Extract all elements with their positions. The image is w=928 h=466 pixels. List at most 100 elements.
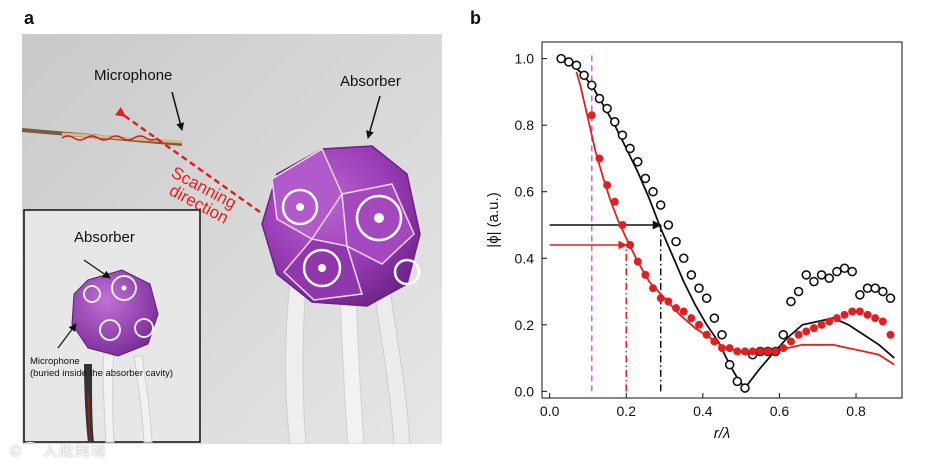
red-marker — [771, 347, 780, 356]
black-marker — [778, 329, 789, 340]
black-marker — [816, 270, 827, 280]
x-tick-label: 0.0 — [540, 403, 560, 419]
plot-frame — [541, 41, 903, 399]
black-marker — [609, 117, 620, 127]
black-marker — [793, 286, 804, 297]
panel-b-chart: 0.0 0.2 0.4 0.6 0.8 0.0 0.2 0.4 0.6 0.8 1.0 r/λ |ϕ… — [470, 10, 920, 460]
red-marker — [672, 304, 681, 313]
red-marker — [871, 314, 880, 323]
scanning-arrow — [115, 107, 261, 214]
black-marker — [678, 253, 689, 264]
black-marker — [717, 329, 727, 340]
black-marker — [648, 186, 658, 197]
red-marker — [794, 330, 803, 339]
red-marker — [649, 284, 658, 293]
y-tick-label: 0.4 — [515, 250, 535, 266]
red-marker — [695, 320, 704, 329]
black-marker — [694, 283, 704, 294]
black-marker — [579, 70, 589, 81]
black-marker — [594, 93, 605, 104]
black-marker — [640, 173, 651, 184]
red-marker — [718, 344, 726, 353]
panel-a-photo: Microphone Absorber Scanning direction A… — [22, 34, 442, 444]
red-marker — [848, 307, 857, 316]
label-absorber: Absorber — [340, 73, 401, 90]
red-marker — [802, 327, 811, 336]
red-marker — [687, 314, 696, 323]
red-marker — [740, 347, 749, 356]
main-absorber — [261, 145, 421, 307]
inset-panel — [23, 209, 201, 443]
black-marker — [824, 273, 835, 284]
label-inset-note: (buried inside the absorber cavity) — [30, 368, 173, 379]
black-marker — [625, 143, 635, 154]
black-marker — [870, 283, 880, 294]
black-marker — [862, 283, 873, 294]
panel-b-letter: b — [470, 8, 481, 28]
black-marker — [786, 296, 796, 307]
x-tick-label: 0.6 — [770, 403, 790, 419]
red-marker — [626, 240, 635, 249]
x-tick-label: 0.8 — [846, 403, 866, 419]
black-marker — [724, 359, 735, 370]
red-marker — [641, 270, 650, 279]
black-marker — [740, 383, 750, 393]
x-axis-label: r/λ — [714, 425, 731, 442]
y-tick-label: 0.0 — [515, 383, 535, 399]
black-marker — [839, 263, 850, 274]
red-marker — [664, 297, 673, 306]
red-marker — [679, 307, 688, 316]
black-marker — [602, 103, 612, 114]
watermark: ©⁀ 人政跨境 — [8, 442, 107, 460]
absorber-stand — [285, 283, 411, 444]
y-tick-label: 1.0 — [515, 51, 535, 67]
red-marker — [656, 294, 665, 303]
x-tick-label: 0.2 — [617, 403, 637, 419]
black-marker — [809, 276, 819, 287]
black-marker — [709, 313, 720, 323]
black-marker — [832, 266, 842, 277]
microphone-pointer — [171, 91, 185, 131]
y-tick-label: 0.8 — [515, 117, 535, 133]
x-tick-label: 0.4 — [693, 403, 713, 419]
black-marker — [671, 236, 681, 247]
red-marker — [710, 337, 719, 346]
red-marker — [832, 314, 841, 323]
red-marker — [603, 181, 612, 190]
series-line-3 — [575, 71, 895, 366]
red-marker — [878, 317, 887, 326]
absorber-pointer — [366, 95, 381, 139]
black-marker — [878, 286, 888, 297]
red-marker — [825, 317, 834, 326]
red-marker — [748, 347, 757, 356]
black-marker — [655, 200, 666, 210]
red-marker — [763, 347, 772, 356]
black-marker — [586, 80, 597, 91]
black-marker — [885, 293, 896, 303]
black-marker — [571, 60, 582, 71]
red-marker — [817, 320, 826, 329]
label-microphone: Microphone — [94, 67, 172, 84]
red-marker — [863, 310, 872, 319]
red-marker — [809, 324, 818, 333]
y-axis-label: |ϕ| (a.u.) — [485, 192, 502, 247]
red-marker — [786, 337, 795, 346]
y-tick-label: 0.6 — [515, 184, 535, 200]
black-marker — [701, 293, 712, 303]
red-marker — [633, 257, 642, 266]
red-marker — [733, 347, 742, 356]
red-marker — [595, 154, 604, 163]
red-marker — [618, 220, 627, 229]
black-marker — [556, 53, 566, 64]
microphone-rod — [22, 128, 183, 146]
red-marker — [886, 330, 895, 339]
photo-illustration: Microphone Absorber Scanning direction A… — [22, 34, 442, 444]
black-marker — [564, 57, 574, 67]
black-marker — [632, 156, 643, 167]
red-marker — [587, 111, 596, 120]
red-marker — [840, 310, 849, 319]
black-marker — [686, 270, 697, 280]
black-marker — [732, 376, 743, 387]
black-marker — [847, 266, 858, 277]
